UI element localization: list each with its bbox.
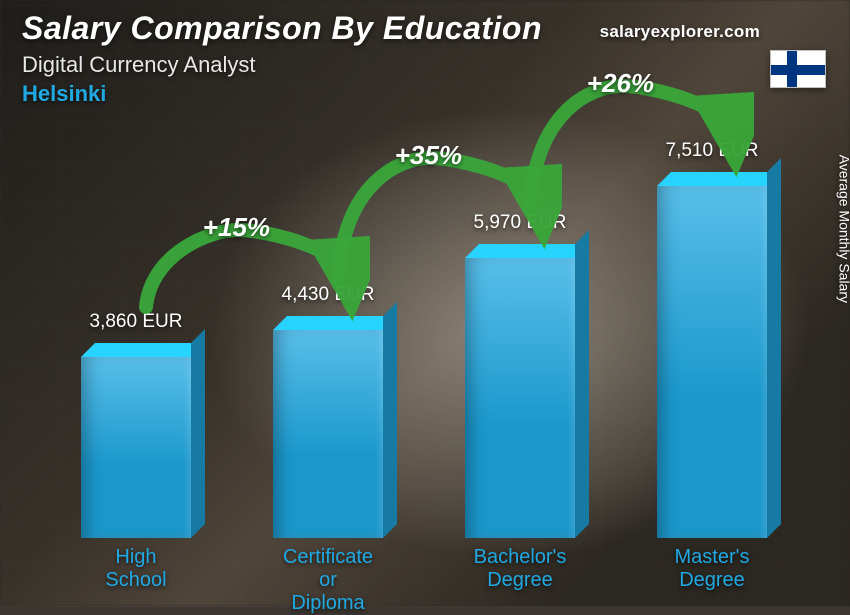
bar-value-label: 7,510 EUR bbox=[666, 140, 759, 162]
bar-front-face bbox=[465, 258, 575, 538]
bar-slot: 5,970 EURBachelor's Degree bbox=[424, 138, 616, 538]
bar-front-face bbox=[273, 330, 383, 538]
bar bbox=[465, 258, 575, 538]
increase-percent-label: +35% bbox=[395, 140, 462, 171]
bar-front-face bbox=[81, 357, 191, 538]
increase-percent-label: +15% bbox=[203, 212, 270, 243]
category-label: High School bbox=[88, 546, 184, 592]
page-title: Salary Comparison By Education bbox=[22, 10, 542, 47]
country-flag-icon bbox=[770, 50, 826, 88]
bar-value-label: 5,970 EUR bbox=[474, 212, 567, 234]
bar-top-face bbox=[273, 316, 397, 330]
bar-top-face bbox=[465, 244, 589, 258]
category-label: Master's Degree bbox=[675, 546, 750, 592]
category-label: Certificate or Diploma bbox=[280, 546, 376, 615]
bar-slot: 4,430 EURCertificate or Diploma bbox=[232, 138, 424, 538]
bar-slot: 7,510 EURMaster's Degree bbox=[616, 138, 808, 538]
bar-value-label: 4,430 EUR bbox=[282, 284, 375, 306]
bar bbox=[657, 186, 767, 538]
y-axis-label: Average Monthly Salary bbox=[836, 155, 850, 303]
category-label: Bachelor's Degree bbox=[474, 546, 567, 592]
bar-side-face bbox=[575, 230, 589, 538]
brand-watermark: salaryexplorer.com bbox=[600, 22, 760, 42]
bar-side-face bbox=[767, 158, 781, 538]
bar-top-face bbox=[81, 343, 205, 357]
bar-top-face bbox=[657, 172, 781, 186]
brand-rest: explorer.com bbox=[651, 22, 760, 41]
bar-side-face bbox=[191, 329, 205, 538]
brand-bold: salary bbox=[600, 22, 651, 41]
job-title: Digital Currency Analyst bbox=[22, 52, 256, 78]
city-name: Helsinki bbox=[22, 81, 106, 107]
bar bbox=[273, 330, 383, 538]
bar-slot: 3,860 EURHigh School bbox=[40, 138, 232, 538]
bar-side-face bbox=[383, 302, 397, 538]
salary-bar-chart: 3,860 EURHigh School4,430 EURCertificate… bbox=[40, 138, 810, 538]
bar-front-face bbox=[657, 186, 767, 538]
bar-value-label: 3,860 EUR bbox=[90, 311, 183, 333]
infographic-stage: Salary Comparison By Education Digital C… bbox=[0, 0, 850, 606]
bar bbox=[81, 357, 191, 538]
increase-percent-label: +26% bbox=[587, 68, 654, 99]
